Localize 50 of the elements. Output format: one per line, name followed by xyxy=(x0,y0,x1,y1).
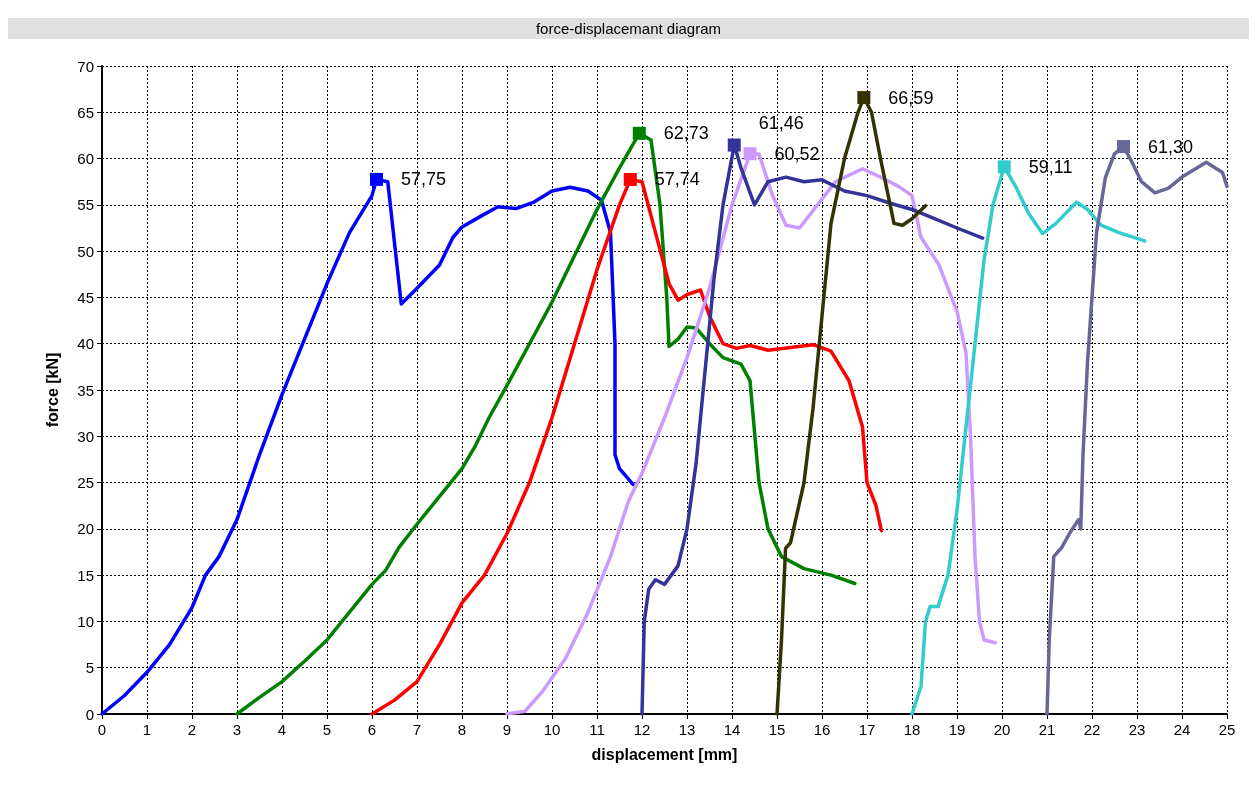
x-tick-label: 5 xyxy=(322,721,332,738)
x-tick-label: 25 xyxy=(1218,721,1236,738)
y-tick-label: 15 xyxy=(77,566,94,584)
y-tick-label: 50 xyxy=(77,242,94,260)
chart-title: force-displacemant diagram xyxy=(535,20,722,37)
x-tick-label: 17 xyxy=(858,721,876,738)
y-tick-label: 0 xyxy=(85,705,94,723)
x-tick-label: 16 xyxy=(813,721,831,738)
y-tick-label: 35 xyxy=(77,381,94,399)
x-tick-label: 19 xyxy=(948,721,966,738)
y-tick-label: 45 xyxy=(77,288,94,306)
y-tick-label: 10 xyxy=(77,612,94,630)
x-tick-label: 18 xyxy=(903,721,921,738)
x-tick-label: 23 xyxy=(1128,721,1146,738)
x-tick-label: 12 xyxy=(633,721,651,738)
x-tick-label: 8 xyxy=(457,721,467,738)
y-axis-title: force [kN] xyxy=(43,352,61,428)
y-tick-label: 55 xyxy=(77,196,94,214)
x-tick-label: 13 xyxy=(678,721,696,738)
x-tick-label: 4 xyxy=(277,721,287,738)
x-tick-label: 15 xyxy=(768,721,786,738)
x-tick-label: 10 xyxy=(543,721,561,738)
x-tick-label: 11 xyxy=(589,721,605,738)
x-tick-label: 20 xyxy=(993,721,1011,738)
x-tick-label: 2 xyxy=(187,721,197,738)
x-tick-label: 3 xyxy=(232,721,242,738)
data-label: 62,73 xyxy=(663,123,709,144)
x-tick-label: 21 xyxy=(1038,721,1056,738)
y-tick-label: 20 xyxy=(77,520,94,538)
x-tick-label: 6 xyxy=(367,721,377,738)
data-label: 66,59 xyxy=(888,87,934,108)
data-label: 57,75 xyxy=(401,169,447,190)
y-tick-label: 65 xyxy=(77,103,94,121)
y-tick-label: 30 xyxy=(77,427,94,445)
x-tick-label: 0 xyxy=(97,721,107,738)
x-tick-label: 14 xyxy=(723,721,741,738)
x-tick-label: 24 xyxy=(1173,721,1191,738)
x-tick-label: 22 xyxy=(1083,721,1101,738)
y-tick-label: 25 xyxy=(77,474,94,492)
x-tick-label: 1 xyxy=(142,721,152,738)
x-tick-label: 7 xyxy=(412,721,422,738)
y-tick-label: 60 xyxy=(77,150,94,168)
data-label: 61,46 xyxy=(758,113,804,134)
data-label: 59,11 xyxy=(1028,156,1073,177)
data-label: 61,30 xyxy=(1148,136,1194,157)
y-tick-label: 70 xyxy=(77,57,94,75)
y-tick-label: 5 xyxy=(85,659,94,677)
y-tick-label: 40 xyxy=(77,335,94,353)
x-axis-title: displacement [mm] xyxy=(591,745,738,763)
x-tick-label: 9 xyxy=(502,721,512,738)
